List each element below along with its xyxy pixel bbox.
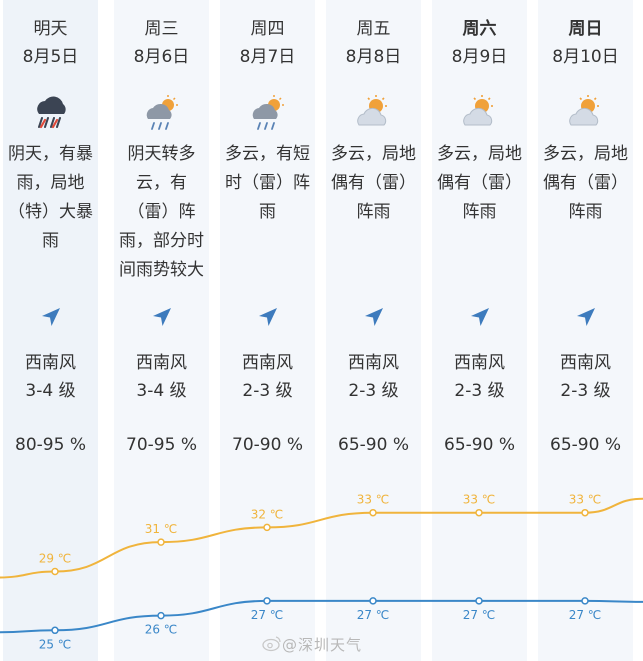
wind-direction: 西南风	[136, 353, 187, 373]
wind-level: 2-3 级	[348, 381, 399, 401]
temp-point	[475, 597, 483, 605]
wind-level: 3-4 级	[136, 381, 187, 401]
low-temp-label: 27 ℃	[251, 608, 284, 622]
partly-cloudy-icon	[460, 92, 500, 136]
heavy-rain-cloud-icon	[31, 92, 71, 136]
humidity: 65-90 %	[338, 435, 409, 455]
forecast-column: 周五 8月8日多云，局地偶有（雷）阵雨西南风 2-3 级 65-90 %	[326, 0, 421, 661]
high-temp-line	[0, 497, 643, 579]
day-label: 周五	[356, 19, 391, 39]
temp-point	[51, 626, 59, 635]
wind-direction-icon	[41, 308, 60, 326]
wind-direction: 西南风	[242, 353, 293, 373]
date-label: 8月6日	[133, 47, 190, 67]
weather-description: 多云，局地偶有（雷）阵雨	[331, 144, 416, 222]
temp-point	[581, 508, 589, 517]
day-label: 周日	[568, 19, 603, 39]
humidity: 70-90 %	[232, 435, 303, 455]
temp-point	[581, 597, 589, 605]
day-label: 周六	[462, 19, 497, 39]
day-label: 周三	[144, 19, 179, 39]
wind-direction: 西南风	[454, 353, 505, 373]
temp-point	[475, 508, 483, 517]
temperature-chart: 29 ℃ 31 ℃ 32 ℃ 33 ℃ 33 ℃ 33 ℃ 25 ℃ 26 ℃ 27 ℃ 27 ℃…	[0, 493, 643, 651]
forecast-column: 周三 8月6日阴天转多云，有（雷）阵雨，部分时间雨势较大西南风 3-4 级 70-95…	[114, 0, 209, 661]
date-label: 8月9日	[451, 47, 508, 67]
humidity: 65-90 %	[444, 435, 515, 455]
low-temp-line	[0, 599, 643, 634]
date-label: 8月5日	[22, 47, 79, 67]
low-temp-label: 27 ℃	[569, 608, 602, 622]
watermark-text: @深圳天气	[282, 636, 363, 654]
date-label: 8月7日	[239, 47, 296, 67]
wind-direction-icon	[576, 308, 595, 326]
high-temp-label: 32 ℃	[251, 507, 284, 521]
wind-direction: 西南风	[560, 353, 611, 373]
temp-point	[51, 567, 59, 576]
wind-level: 2-3 级	[454, 381, 505, 401]
low-temp-label: 27 ℃	[463, 608, 496, 622]
wind-direction: 西南风	[348, 353, 399, 373]
humidity: 65-90 %	[550, 435, 621, 455]
high-temp-label: 33 ℃	[357, 493, 390, 507]
temp-point	[157, 611, 165, 620]
day-label: 周四	[250, 19, 285, 39]
forecast-column: 周四 8月7日多云，有短时（雷）阵雨西南风 2-3 级 70-90 %	[220, 0, 315, 661]
temp-point	[369, 508, 377, 517]
sun-cloud-rain-icon	[248, 92, 288, 136]
weather-description: 多云，局地偶有（雷）阵雨	[543, 144, 628, 222]
low-temp-label: 27 ℃	[357, 608, 390, 622]
wind-level: 2-3 级	[560, 381, 611, 401]
forecast-column: 明天 8月5日阴天，有暴雨，局地（特）大暴雨西南风 3-4 级 80-95 %	[3, 0, 98, 661]
partly-cloudy-icon	[566, 92, 606, 136]
wind-direction-icon	[258, 308, 277, 326]
weather-description: 多云，有短时（雷）阵雨	[225, 144, 310, 222]
wind-direction-icon	[364, 308, 383, 326]
forecast-column: 周日 8月10日多云，局地偶有（雷）阵雨西南风 2-3 级 65-90 %	[538, 0, 633, 661]
weibo-icon	[262, 636, 281, 652]
temp-point	[263, 597, 271, 605]
high-temp-label: 31 ℃	[145, 522, 178, 536]
weather-description: 阴天，有暴雨，局地（特）大暴雨	[8, 144, 93, 251]
day-label: 明天	[33, 19, 68, 39]
temp-point	[157, 538, 165, 546]
high-temp-label: 33 ℃	[463, 493, 496, 507]
temp-point	[369, 597, 377, 605]
weather-description: 多云，局地偶有（雷）阵雨	[437, 144, 522, 222]
temp-point	[263, 523, 271, 532]
partly-cloudy-icon	[354, 92, 394, 136]
wind-level: 2-3 级	[242, 381, 293, 401]
high-temp-label: 33 ℃	[569, 493, 602, 507]
weather-description: 阴天转多云，有（雷）阵雨，部分时间雨势较大	[119, 144, 204, 280]
low-temp-label: 26 ℃	[145, 623, 178, 637]
humidity: 80-95 %	[15, 435, 86, 455]
wind-direction-icon	[470, 308, 489, 326]
wind-level: 3-4 级	[25, 381, 76, 401]
wind-direction-icon	[152, 308, 171, 326]
humidity: 70-95 %	[126, 435, 197, 455]
high-temp-label: 29 ℃	[39, 552, 72, 566]
low-temp-label: 25 ℃	[39, 637, 72, 651]
date-label: 8月10日	[552, 47, 619, 67]
wind-direction: 西南风	[25, 353, 76, 373]
date-label: 8月8日	[345, 47, 402, 67]
sun-cloud-rain-icon	[142, 92, 182, 136]
forecast-column: 周六 8月9日多云，局地偶有（雷）阵雨西南风 2-3 级 65-90 %	[432, 0, 527, 661]
